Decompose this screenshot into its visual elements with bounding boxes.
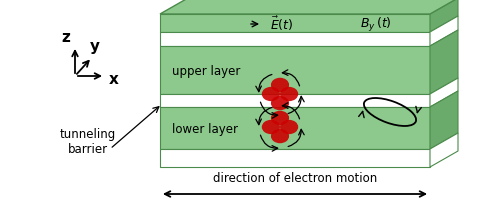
Polygon shape: [160, 108, 430, 149]
Ellipse shape: [280, 120, 298, 135]
Polygon shape: [160, 149, 430, 167]
Text: lower layer: lower layer: [172, 122, 238, 135]
Polygon shape: [160, 33, 430, 47]
Polygon shape: [430, 79, 458, 108]
Ellipse shape: [262, 87, 280, 102]
Polygon shape: [160, 15, 430, 33]
Polygon shape: [430, 17, 458, 47]
Polygon shape: [430, 0, 458, 33]
Polygon shape: [430, 31, 458, 95]
Text: y: y: [90, 39, 100, 54]
Polygon shape: [160, 95, 430, 108]
Text: x: x: [109, 71, 119, 86]
Text: $\vec{E}(t)$: $\vec{E}(t)$: [270, 15, 293, 33]
Text: z: z: [62, 30, 70, 45]
Polygon shape: [430, 91, 458, 149]
Text: direction of electron motion: direction of electron motion: [213, 171, 377, 184]
Ellipse shape: [262, 120, 280, 135]
Ellipse shape: [271, 78, 289, 93]
Text: $B_y\,(t)$: $B_y\,(t)$: [360, 16, 392, 34]
Ellipse shape: [271, 111, 289, 125]
Polygon shape: [160, 47, 430, 95]
Polygon shape: [160, 0, 458, 15]
Text: tunneling
barrier: tunneling barrier: [60, 127, 116, 155]
Ellipse shape: [271, 96, 289, 111]
Text: upper layer: upper layer: [172, 64, 241, 77]
Ellipse shape: [271, 129, 289, 144]
Polygon shape: [430, 133, 458, 167]
Ellipse shape: [280, 87, 298, 102]
